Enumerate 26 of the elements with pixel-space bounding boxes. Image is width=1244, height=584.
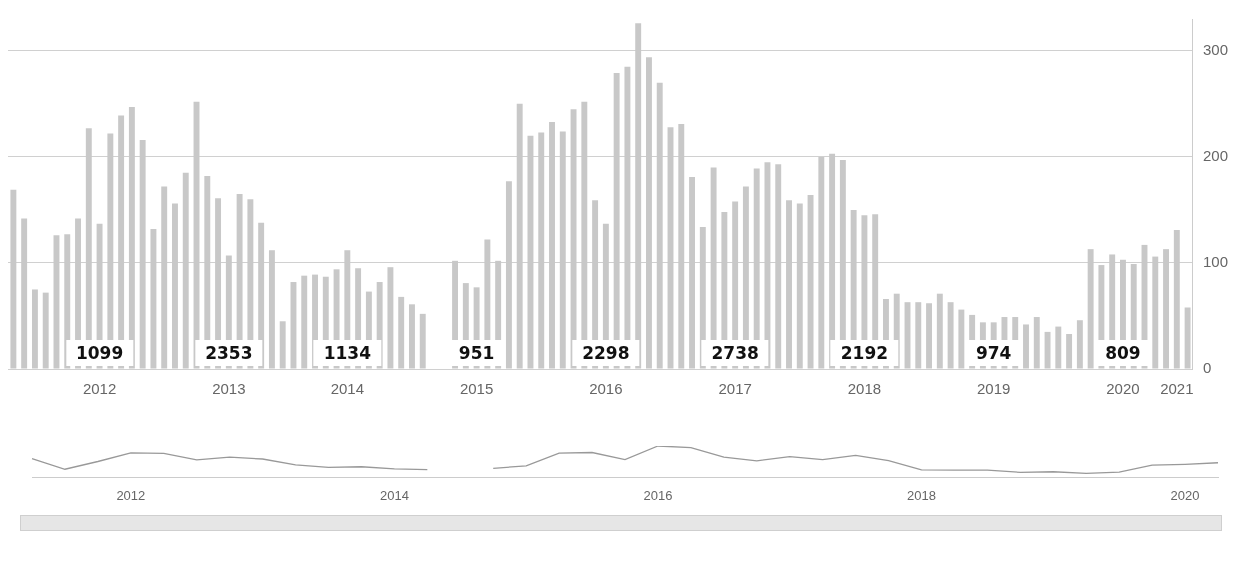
x-tick-label: 2012 bbox=[116, 488, 146, 504]
x-tick-label: 2020 bbox=[1170, 488, 1200, 504]
y-tick-label: 300 bbox=[1202, 40, 1228, 58]
x-tick-label: 2021 bbox=[1160, 380, 1194, 398]
x-tick-label: 2015 bbox=[459, 380, 494, 398]
x-tick-label: 2012 bbox=[82, 380, 117, 398]
x-tick-label: 2019 bbox=[976, 380, 1011, 398]
y-tick-label: 200 bbox=[1202, 147, 1228, 165]
label-box: 809 bbox=[1095, 340, 1151, 367]
x-tick-label: 2017 bbox=[718, 380, 752, 398]
x-tick-label: 2020 bbox=[1106, 380, 1140, 398]
label-box: 1099 bbox=[65, 340, 134, 367]
x-tick-label: 2016 bbox=[643, 488, 673, 504]
x-tick-label: 2016 bbox=[589, 380, 623, 398]
y-tick-label: 0 bbox=[1202, 359, 1212, 377]
x-tick-label: 2014 bbox=[330, 380, 365, 398]
label-box: 2192 bbox=[830, 340, 899, 367]
label-box: 2298 bbox=[572, 340, 640, 367]
label-box: 1134 bbox=[313, 340, 381, 367]
x-tick-label: 2018 bbox=[847, 380, 882, 398]
x-tick-label: 2018 bbox=[907, 488, 936, 504]
x-tick-label: 2013 bbox=[212, 380, 246, 398]
y-tick-label: 100 bbox=[1202, 253, 1228, 271]
label-box: 2738 bbox=[701, 340, 769, 367]
label-box: 2353 bbox=[195, 340, 263, 367]
x-tick-label: 2014 bbox=[379, 488, 409, 504]
